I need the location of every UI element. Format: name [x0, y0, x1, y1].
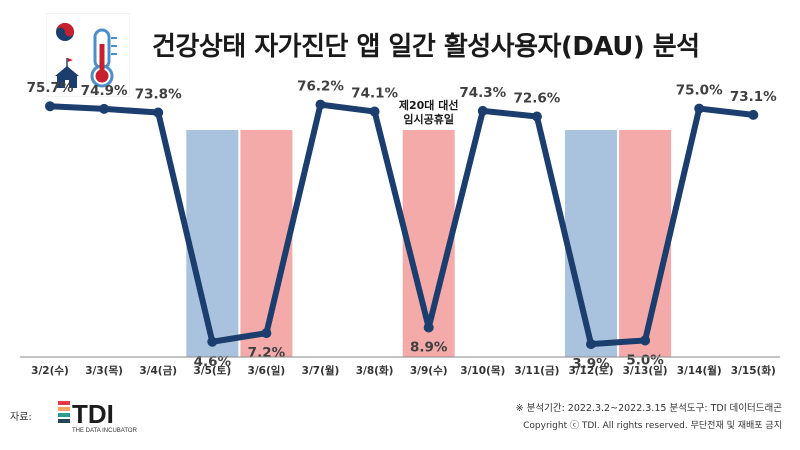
value-label: 8.9% — [410, 340, 448, 356]
value-label: 74.1% — [351, 86, 398, 102]
data-point — [153, 107, 164, 118]
highlight-band-saturday — [565, 130, 617, 357]
source-label: 자료: — [10, 412, 32, 423]
x-tick-label: 3/3(목) — [85, 365, 123, 377]
value-label: 74.9% — [81, 83, 128, 99]
tdi-logo-subtext: THE DATA INCUBATOR — [72, 428, 138, 434]
value-label: 72.6% — [513, 91, 560, 107]
logo-panel — [47, 14, 129, 96]
data-point — [423, 322, 434, 333]
band-annotation-line: 제20대 대선 — [399, 98, 459, 112]
data-point — [748, 109, 759, 120]
x-tick-label: 3/12(토) — [568, 365, 613, 377]
tdi-logo-text: TDI — [72, 399, 114, 429]
band-annotation-line: 임시공휴일 — [403, 112, 454, 126]
x-tick-label: 3/11(금) — [514, 365, 559, 377]
copyright-note: Copyright ⓒ TDI. All rights reserved. 무단… — [523, 421, 782, 431]
data-point — [45, 101, 55, 112]
x-tick-label: 3/8(화) — [356, 364, 394, 377]
value-label: 76.2% — [297, 79, 344, 95]
value-label: 73.1% — [730, 89, 777, 105]
data-point — [99, 103, 110, 114]
data-point — [531, 111, 542, 122]
highlight-band-sunday — [240, 130, 293, 357]
data-point — [586, 339, 596, 350]
data-point — [207, 336, 218, 347]
tdi-logo: TDI THE DATA INCUBATOR — [58, 398, 148, 440]
school-icon — [55, 58, 79, 88]
value-label: 73.8% — [135, 87, 182, 103]
analysis-period-note: ※ 분석기간: 2022.3.2~2022.3.15 분석도구: TDI 데이터… — [515, 403, 782, 414]
thermometer-icon — [55, 23, 117, 88]
x-tick-label: 3/4(금) — [139, 365, 177, 377]
x-tick-label: 3/6(일) — [248, 364, 286, 377]
value-label: 7.2% — [248, 345, 286, 361]
chart-title: 건강상태 자가진단 앱 일간 활성사용자(DAU) 분석 — [152, 32, 700, 62]
tdi-logo-mark-icon — [58, 401, 70, 423]
x-tick-label: 3/2(수) — [31, 365, 69, 377]
data-point — [261, 328, 272, 339]
highlight-band-saturday — [186, 130, 239, 357]
x-tick-label: 3/13(일) — [623, 364, 668, 377]
emblem-icon — [56, 23, 74, 41]
x-tick-label: 3/7(월) — [302, 364, 340, 377]
x-tick-label: 3/5(토) — [193, 365, 231, 377]
x-tick-label: 3/9(수) — [410, 365, 448, 377]
dau-series-line — [47, 101, 757, 348]
x-tick-label: 3/15(화) — [731, 364, 776, 377]
value-label: 3.9% — [572, 356, 610, 372]
value-label: 75.7% — [27, 80, 74, 96]
value-label: 74.3% — [459, 85, 506, 101]
data-point — [315, 99, 326, 110]
data-point — [640, 335, 651, 346]
data-point — [369, 106, 380, 117]
value-label: 5.0% — [626, 352, 664, 368]
x-tick-label: 3/10(목) — [460, 365, 505, 377]
value-label: 75.0% — [676, 83, 723, 99]
highlight-band-sunday — [619, 130, 672, 357]
data-point — [694, 103, 705, 114]
x-tick-label: 3/14(월) — [677, 364, 722, 377]
data-point — [477, 105, 488, 116]
value-label: 4.6% — [194, 354, 232, 370]
